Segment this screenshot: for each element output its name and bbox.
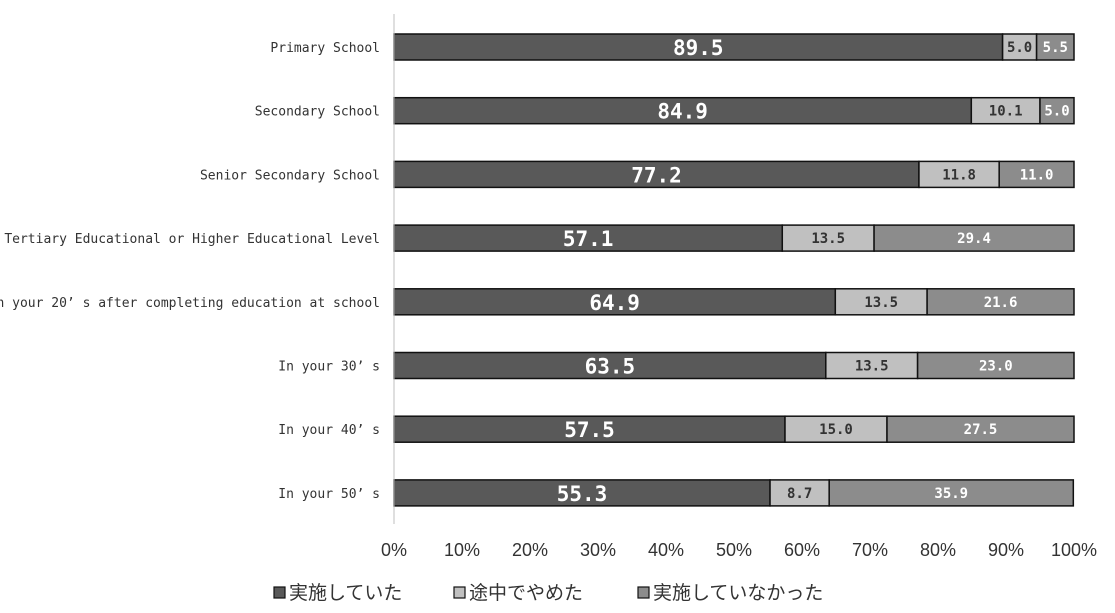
- legend-label: 実施していなかった: [653, 582, 823, 604]
- bar-segment: [769, 479, 830, 507]
- x-tick-label: 100%: [1051, 540, 1097, 560]
- data-label: 23.0: [979, 359, 1013, 375]
- category-labels: Primary School Secondary School Senior Sec…: [0, 41, 380, 502]
- bar-segment: [1035, 33, 1075, 61]
- bar-segment: [834, 288, 928, 316]
- data-label: 27.5: [964, 422, 998, 438]
- data-label: 13.5: [811, 231, 845, 247]
- bar-segment: [1001, 33, 1038, 61]
- data-label: 8.7: [787, 486, 812, 502]
- legend-swatch: [273, 586, 286, 599]
- data-label: 35.9: [934, 486, 968, 502]
- data-label: 57.1: [563, 227, 614, 251]
- data-label: 11.0: [1020, 167, 1054, 183]
- data-label: 55.3: [557, 482, 608, 506]
- bar-segment: [926, 288, 1075, 316]
- bar-segment: [873, 224, 1075, 252]
- bars: 89.5 5.0 5.5 84.9 10.1 5.0 77.2 11.8 11.0 57.1 13.…: [393, 33, 1075, 507]
- category-label: In your 50’ s: [278, 487, 380, 502]
- bar-segment: [998, 160, 1075, 189]
- data-label: 64.9: [589, 291, 640, 315]
- data-label: 77.2: [631, 163, 682, 187]
- bar-segment: [918, 160, 1000, 189]
- x-axis-tick-labels: 0% 10% 20% 30% 40% 50% 60% 70% 80% 90% 100%: [381, 540, 1097, 560]
- data-label: 11.8: [942, 167, 976, 183]
- x-tick-label: 10%: [444, 540, 480, 560]
- x-tick-label: 60%: [784, 540, 820, 560]
- category-label: Senior Secondary School: [200, 168, 380, 183]
- bar-segment: [825, 351, 919, 380]
- bar-segment: [970, 96, 1041, 125]
- data-label: 5.0: [1044, 104, 1069, 120]
- data-label: 13.5: [855, 359, 889, 375]
- data-label: 29.4: [957, 231, 991, 247]
- x-tick-label: 20%: [512, 540, 548, 560]
- category-label: Secondary School: [255, 105, 380, 120]
- data-label: 15.0: [819, 422, 853, 438]
- legend-swatch: [637, 586, 650, 599]
- category-label: In your 40’ s: [278, 423, 380, 438]
- data-label: 13.5: [864, 295, 898, 311]
- bar-segment: [886, 415, 1075, 443]
- x-tick-label: 70%: [852, 540, 888, 560]
- data-label: 57.5: [564, 418, 615, 442]
- bar-segment: [393, 479, 771, 507]
- legend: 実施していた 途中でやめた 実施していなかった: [273, 582, 823, 604]
- x-tick-label: 40%: [648, 540, 684, 560]
- category-label: Primary School: [270, 41, 380, 56]
- category-label: In your 30’ s: [278, 360, 380, 375]
- x-tick-label: 90%: [988, 540, 1024, 560]
- bar-segment: [916, 351, 1075, 380]
- category-label: In your 20’ s after completing education…: [0, 296, 380, 311]
- x-tick-label: 80%: [920, 540, 956, 560]
- legend-label: 途中でやめた: [469, 582, 583, 604]
- legend-label: 実施していた: [289, 582, 402, 604]
- data-label: 5.5: [1043, 40, 1068, 56]
- data-label: 89.5: [673, 36, 724, 60]
- data-label: 63.5: [585, 355, 636, 379]
- bar-segment: [784, 415, 888, 443]
- bar-segment: [1039, 96, 1075, 125]
- x-tick-label: 0%: [381, 540, 407, 560]
- bar-segment: [828, 479, 1075, 507]
- bar-segment: [393, 288, 837, 316]
- data-label: 5.0: [1007, 40, 1032, 56]
- bar-segment: [393, 160, 920, 189]
- category-label: Tertiary Educational or Higher Education…: [4, 232, 380, 247]
- data-label: 21.6: [984, 295, 1018, 311]
- bar-segment: [393, 415, 786, 443]
- data-label: 84.9: [657, 100, 708, 124]
- x-tick-label: 30%: [580, 540, 616, 560]
- data-label: 10.1: [989, 104, 1023, 120]
- x-tick-label: 50%: [716, 540, 752, 560]
- legend-swatch: [453, 586, 466, 599]
